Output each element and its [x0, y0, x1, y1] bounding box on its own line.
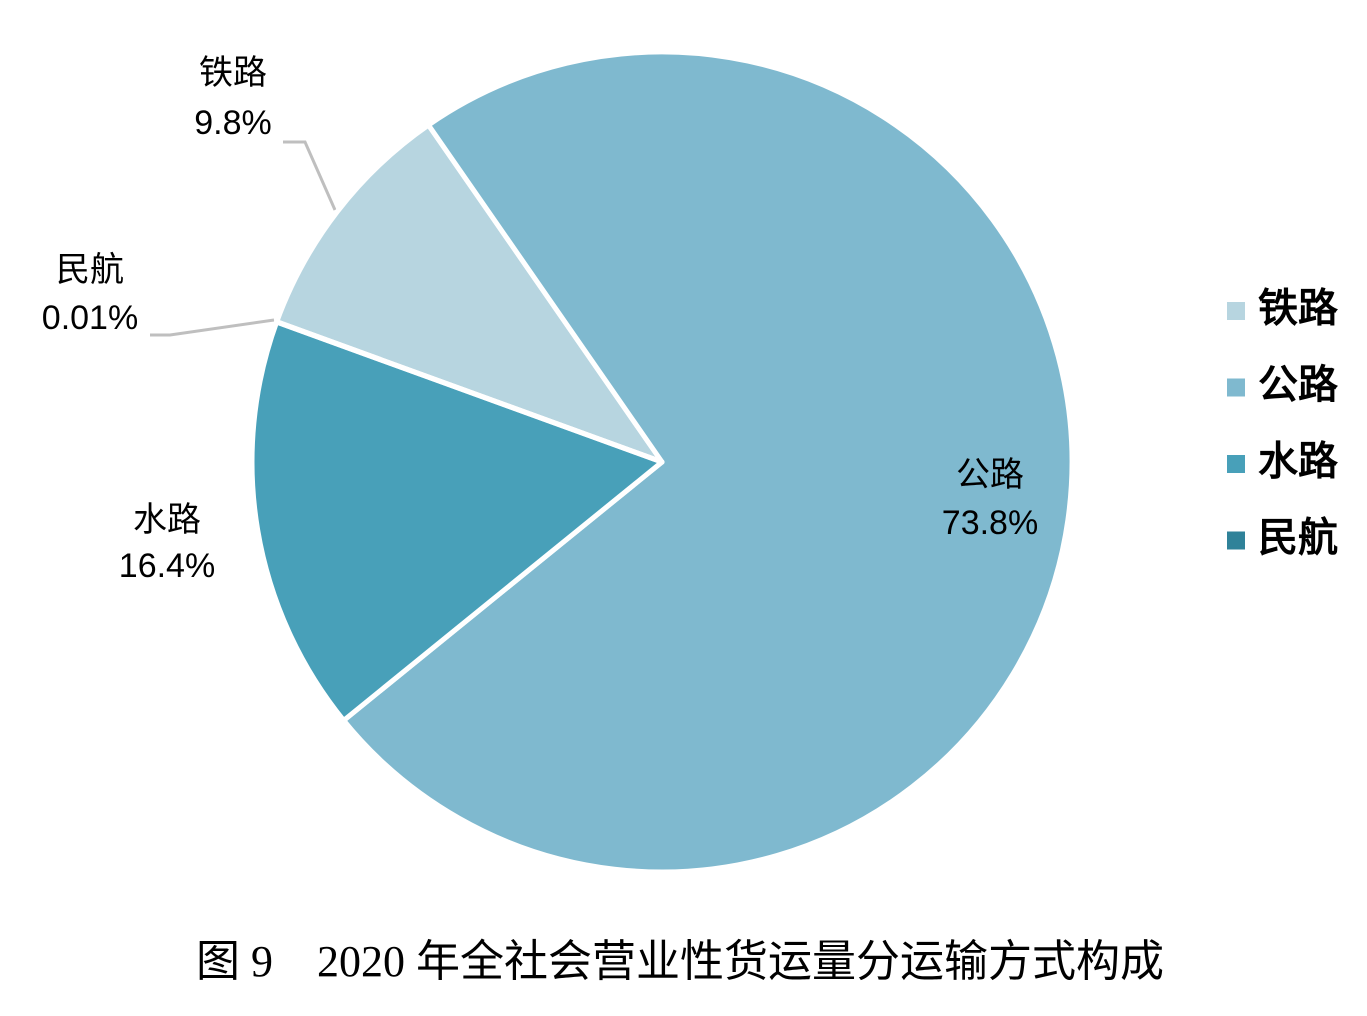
legend-label: 民航	[1258, 515, 1338, 560]
chart-title: 图 9 2020 年全社会营业性货运量分运输方式构成	[196, 937, 1164, 986]
legend-label: 公路	[1258, 363, 1339, 407]
leader-line	[283, 140, 337, 211]
data-label-name: 民航	[56, 251, 124, 289]
data-label-value: 73.8%	[942, 504, 1038, 542]
data-label-name: 铁路	[199, 54, 267, 92]
legend-label: 水路	[1258, 440, 1339, 484]
legend-swatch	[1227, 455, 1245, 473]
legend-swatch	[1227, 378, 1245, 397]
pie-slice	[341, 49, 1075, 875]
leader-line	[150, 318, 275, 337]
legend-swatch	[1227, 302, 1245, 320]
data-label-name: 公路	[956, 456, 1024, 494]
pie-slice	[274, 319, 665, 465]
data-label-value: 9.8%	[194, 104, 272, 142]
data-label-value: 0.01%	[42, 299, 138, 337]
data-label-name: 水路	[133, 501, 201, 539]
pie-slice	[249, 319, 665, 723]
data-label-value: 16.4%	[119, 547, 215, 585]
pie-slice	[274, 122, 665, 465]
legend-swatch	[1227, 531, 1245, 550]
legend-label: 铁路	[1258, 287, 1339, 331]
